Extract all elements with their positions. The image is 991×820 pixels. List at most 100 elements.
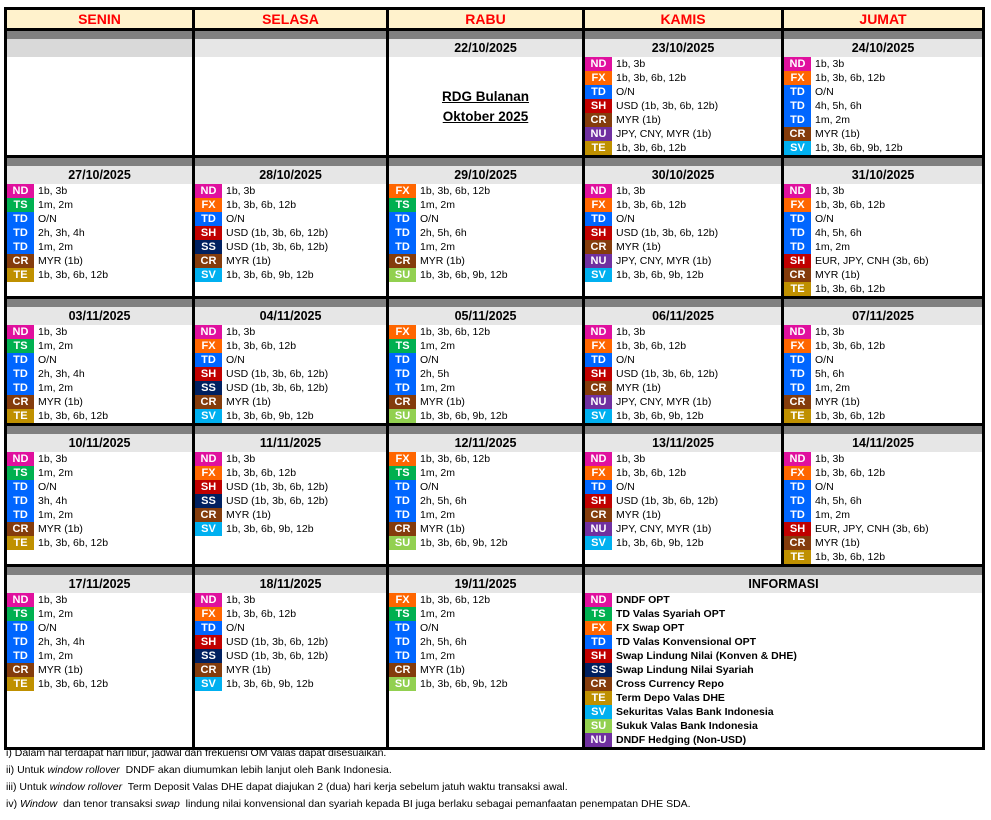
code-badge: TD — [7, 635, 34, 649]
code-badge: TD — [784, 226, 811, 240]
separator-bar — [195, 158, 386, 166]
tenor-text: USD (1b, 3b, 6b, 12b) — [616, 100, 719, 112]
tenor-text: 1b, 3b, 6b, 12b — [38, 537, 109, 549]
footnote-text: window rollover — [49, 781, 123, 793]
schedule-entry: TE 1b, 3b, 6b, 12b — [784, 550, 982, 564]
footnote: ii) Untuk window rollover DNDF akan dium… — [6, 762, 691, 779]
code-badge: SU — [585, 719, 612, 733]
tenor-text: 1b, 3b, 6b, 12b — [420, 594, 491, 606]
weekday-header-row: SENIN SELASA RABU KAMIS JUMAT — [4, 7, 985, 31]
tenor-text: DNDF Hedging (Non-USD) — [616, 734, 747, 746]
code-badge: TD — [7, 621, 34, 635]
schedule-entry: FX 1b, 3b, 6b, 12b — [784, 466, 982, 480]
schedule-entry: FX 1b, 3b, 6b, 12b — [585, 71, 781, 85]
tenor-text: 1b, 3b, 6b, 12b — [226, 340, 297, 352]
date-label: 27/10/2025 — [7, 166, 192, 184]
tenor-text: Cross Currency Repo — [616, 678, 724, 690]
schedule-entry: TD 2h, 5h, 6h — [389, 635, 582, 649]
tenor-text: O/N — [38, 481, 57, 493]
code-badge: SV — [195, 677, 222, 691]
tenor-text: 1b, 3b, 6b, 12b — [815, 72, 886, 84]
code-badge: SH — [195, 226, 222, 240]
code-badge: SU — [389, 409, 416, 423]
code-badge: FX — [389, 184, 416, 198]
date-label: 11/11/2025 — [195, 434, 386, 452]
weekday-header: SENIN — [4, 7, 195, 31]
event-note-line: Oktober 2025 — [442, 109, 529, 124]
day-cell: 17/11/2025 ND 1b, 3b TS 1m, 2m TD O/N TD 2h, 3h,… — [4, 564, 195, 750]
date-label: 31/10/2025 — [784, 166, 982, 184]
tenor-text: O/N — [420, 354, 439, 366]
schedule-entry: TD O/N — [389, 353, 582, 367]
schedule-entry: TE 1b, 3b, 6b, 12b — [784, 282, 982, 296]
code-badge: TD — [784, 494, 811, 508]
tenor-text: MYR (1b) — [616, 241, 661, 253]
code-badge: TD — [195, 621, 222, 635]
separator-bar — [7, 158, 192, 166]
code-badge: SH — [195, 367, 222, 381]
code-badge: TD — [389, 381, 416, 395]
code-badge: SS — [195, 494, 222, 508]
tenor-text: MYR (1b) — [226, 664, 271, 676]
schedule-entry: SU 1b, 3b, 6b, 9b, 12b — [389, 409, 582, 423]
code-badge: TS — [7, 339, 34, 353]
schedule-entry: TD O/N — [585, 353, 781, 367]
date-label: 14/11/2025 — [784, 434, 982, 452]
code-badge: SU — [389, 536, 416, 550]
footnote-text: dan tenor transaksi — [57, 798, 156, 810]
code-badge: TD — [7, 226, 34, 240]
tenor-text: O/N — [226, 213, 245, 225]
tenor-text: USD (1b, 3b, 6b, 12b) — [226, 650, 329, 662]
schedule-entry: SV 1b, 3b, 6b, 9b, 12b — [195, 677, 386, 691]
date-label: 22/10/2025 — [389, 39, 582, 57]
code-badge: CR — [7, 254, 34, 268]
tenor-text: Swap Lindung Nilai (Konven & DHE) — [616, 650, 797, 662]
schedule-entry: ND 1b, 3b — [7, 593, 192, 607]
code-badge: ND — [7, 593, 34, 607]
code-badge: ND — [585, 184, 612, 198]
tenor-text: 1b, 3b, 6b, 12b — [226, 467, 297, 479]
schedule-entry: TE 1b, 3b, 6b, 12b — [7, 677, 192, 691]
code-badge: TS — [7, 198, 34, 212]
tenor-text: O/N — [420, 213, 439, 225]
footnote-text: iii) Untuk — [6, 781, 50, 793]
tenor-text: 1m, 2m — [38, 340, 74, 352]
tenor-text: 2h, 5h, 6h — [420, 636, 467, 648]
day-cell: 13/11/2025 ND 1b, 3b FX 1b, 3b, 6b, 12b TD O/N… — [582, 423, 784, 567]
schedule-entry: FX 1b, 3b, 6b, 12b — [784, 339, 982, 353]
day-cell — [192, 28, 389, 158]
schedule-entry: SH Swap Lindung Nilai (Konven & DHE) — [585, 649, 982, 663]
tenor-text: 1b, 3b — [38, 326, 68, 338]
schedule-entry: TD 1m, 2m — [7, 381, 192, 395]
tenor-text: 1b, 3b, 6b, 12b — [815, 283, 886, 295]
schedule-entry: TS 1m, 2m — [7, 339, 192, 353]
tenor-text: 1b, 3b, 6b, 9b, 12b — [616, 537, 704, 549]
tenor-text: 1m, 2m — [815, 382, 851, 394]
schedule-entry: ND 1b, 3b — [784, 57, 982, 71]
tenor-text: MYR (1b) — [38, 664, 83, 676]
separator-bar — [784, 299, 982, 307]
schedule-entry: SV 1b, 3b, 6b, 9b, 12b — [585, 536, 781, 550]
tenor-text: 1m, 2m — [38, 199, 74, 211]
day-cell: 22/10/2025 RDG Bulanan Oktober 2025 — [386, 28, 585, 158]
event-note-line: RDG Bulanan — [441, 89, 529, 104]
schedule-entry: TD 1m, 2m — [7, 508, 192, 522]
week-row: 27/10/2025 ND 1b, 3b TS 1m, 2m TD O/N TD 2h, 3h,… — [4, 155, 985, 299]
schedule-entry: TD 1m, 2m — [784, 113, 982, 127]
day-cell: 14/11/2025 ND 1b, 3b FX 1b, 3b, 6b, 12b TD O/N… — [781, 423, 985, 567]
code-badge: TD — [195, 353, 222, 367]
day-cell: 03/11/2025 ND 1b, 3b TS 1m, 2m TD O/N TD 2h, 3h,… — [4, 296, 195, 426]
code-badge: FX — [585, 466, 612, 480]
code-badge: SS — [585, 663, 612, 677]
separator-bar — [195, 426, 386, 434]
tenor-text: O/N — [815, 213, 834, 225]
tenor-text: MYR (1b) — [815, 128, 860, 140]
date-label: 10/11/2025 — [7, 434, 192, 452]
day-cell: 29/10/2025 FX 1b, 3b, 6b, 12b TS 1m, 2m TD O/N… — [386, 155, 585, 299]
tenor-text: MYR (1b) — [226, 255, 271, 267]
tenor-text: 1b, 3b, 6b, 12b — [226, 199, 297, 211]
tenor-text: 1m, 2m — [38, 382, 74, 394]
schedule-entry: SH EUR, JPY, CNH (3b, 6b) — [784, 254, 982, 268]
day-cell: 07/11/2025 ND 1b, 3b FX 1b, 3b, 6b, 12b TD O/N… — [781, 296, 985, 426]
separator-bar — [7, 31, 192, 39]
